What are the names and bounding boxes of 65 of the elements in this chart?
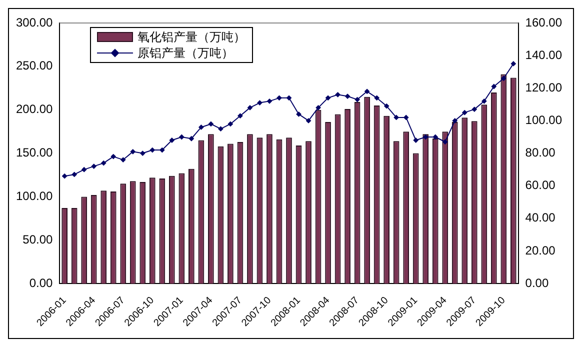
point: [218, 126, 224, 132]
point: [335, 92, 340, 98]
point: [472, 106, 477, 112]
point: [452, 118, 458, 124]
point: [238, 113, 243, 118]
point: [482, 98, 487, 104]
y-tick-label: 0.00: [29, 276, 54, 290]
point: [354, 97, 360, 102]
y2-tick-label: 20.00: [525, 243, 556, 258]
point: [413, 138, 418, 143]
point: [188, 136, 194, 142]
y2-tick-label: 100.00: [525, 113, 562, 128]
y2-tick-label: 0.00: [525, 276, 549, 290]
point: [296, 112, 302, 117]
point: [208, 121, 214, 126]
point: [266, 98, 272, 104]
point: [247, 105, 252, 110]
point: [326, 95, 331, 100]
point: [316, 105, 321, 110]
y2-tick-label: 120.00: [525, 80, 562, 94]
point: [169, 138, 174, 143]
point: [384, 104, 390, 109]
point: [160, 148, 165, 153]
point: [394, 114, 399, 120]
legend-label: 氧化铝产量（万吨）: [138, 29, 246, 45]
point: [374, 95, 380, 100]
point: [257, 100, 262, 106]
point: [432, 134, 438, 140]
legend-label: 原铝产量（万吨）: [138, 45, 234, 61]
y-tick-label: 250.00: [16, 58, 54, 73]
point: [501, 76, 506, 81]
y2-tick-label: 80.00: [525, 146, 556, 160]
y-tick-label: 150.00: [16, 146, 54, 160]
point: [510, 61, 516, 66]
point: [286, 95, 292, 100]
point: [110, 154, 116, 160]
point: [228, 121, 233, 126]
y2-tick-label: 40.00: [525, 210, 556, 225]
point: [72, 172, 77, 177]
point: [101, 160, 106, 166]
point: [130, 149, 136, 154]
y2-tick-label: 160.00: [525, 15, 562, 30]
y2-tick-label: 60.00: [525, 178, 556, 192]
point: [62, 174, 68, 179]
y-tick-label: 100.00: [16, 189, 54, 204]
point: [198, 124, 204, 130]
point: [442, 139, 448, 144]
point: [491, 84, 496, 90]
point: [404, 114, 409, 120]
y-tick-label: 50.00: [22, 232, 54, 246]
point: [276, 95, 282, 100]
y2-tick-label: 140.00: [525, 48, 562, 62]
y-tick-label: 300.00: [16, 15, 54, 30]
y-tick-label: 200.00: [16, 102, 54, 116]
point: [462, 110, 468, 116]
point: [120, 157, 126, 162]
point: [364, 88, 370, 94]
point: [140, 150, 146, 156]
point: [345, 94, 350, 99]
point: [91, 164, 96, 169]
point: [179, 134, 184, 140]
point: [150, 148, 155, 153]
point: [82, 167, 87, 172]
point: [306, 118, 312, 124]
point: [423, 134, 428, 140]
